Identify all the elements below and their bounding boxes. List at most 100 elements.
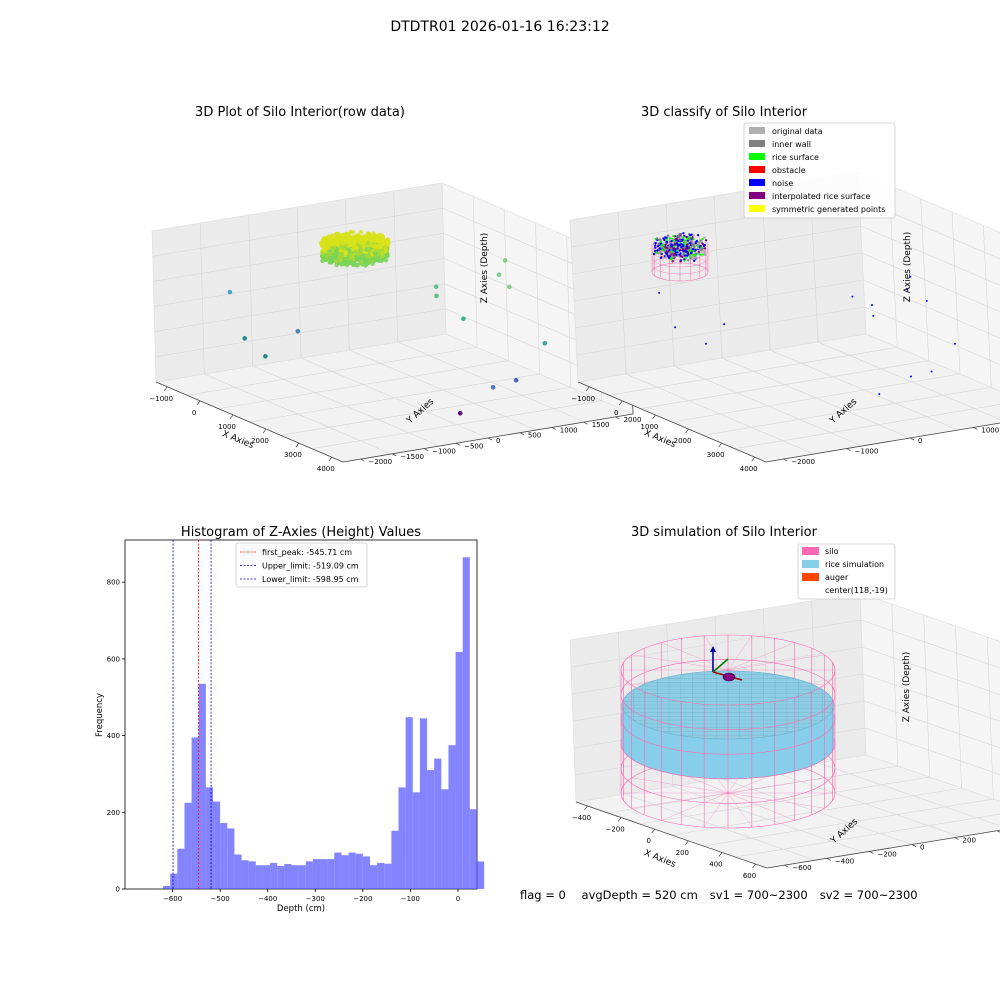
histogram-vlines bbox=[172, 540, 212, 889]
classified-point bbox=[690, 251, 693, 255]
legend-swatch bbox=[802, 547, 819, 555]
panel4-x-tick-mark bbox=[685, 840, 689, 846]
classified-point bbox=[681, 247, 684, 251]
classified-point bbox=[684, 247, 687, 251]
classified-point bbox=[657, 250, 661, 254]
histogram-bar bbox=[391, 830, 399, 889]
noise-point bbox=[723, 323, 726, 326]
flag-text: flag = 0 bbox=[520, 888, 566, 902]
panel-simulation-3d: 3D simulation of Silo Interior −400 −200 0… bbox=[569, 525, 1000, 880]
panel1-3d-axes bbox=[151, 182, 635, 463]
cluster-point bbox=[352, 239, 357, 244]
panel1-gridline bbox=[152, 207, 630, 289]
histogram-bar bbox=[341, 855, 349, 889]
cluster-point bbox=[370, 243, 375, 249]
classified-point bbox=[679, 260, 682, 263]
histogram-bar bbox=[198, 683, 206, 889]
x-tick-label: −600 bbox=[163, 895, 182, 903]
noise-point bbox=[658, 291, 661, 294]
histogram-bars bbox=[163, 557, 485, 889]
panel2-x-tick-label: 3000 bbox=[707, 451, 725, 459]
classified-point bbox=[661, 255, 665, 258]
classified-point bbox=[701, 253, 704, 256]
panel1-x-axis-line bbox=[155, 381, 344, 463]
panel2-x-axis-line bbox=[577, 381, 767, 463]
center-marker bbox=[722, 672, 736, 682]
panel2-x-tick-mark bbox=[685, 428, 689, 434]
silo-ring-front bbox=[620, 792, 836, 829]
classified-point bbox=[670, 240, 673, 243]
panel4-x-tick-mark bbox=[718, 852, 723, 857]
panel1-x-tick-label: 0 bbox=[192, 409, 196, 417]
cluster-point bbox=[350, 256, 356, 262]
classified-point bbox=[682, 252, 685, 256]
classified-point bbox=[703, 236, 706, 239]
cluster-point bbox=[326, 251, 331, 256]
histogram-bar bbox=[291, 865, 299, 889]
cluster-point bbox=[342, 238, 348, 243]
sv2-text: sv2 = 700~2300 bbox=[819, 888, 918, 902]
histogram-bar bbox=[327, 859, 335, 889]
panel4-x-tick-label: 600 bbox=[743, 872, 756, 880]
panel4-y-tick-mark bbox=[784, 864, 789, 868]
panel2-x-label: X Axies bbox=[642, 428, 677, 450]
classified-point bbox=[682, 232, 685, 235]
cluster-point bbox=[365, 254, 370, 259]
silo-spoke bbox=[704, 792, 729, 828]
classified-point bbox=[674, 240, 677, 244]
histogram-bar bbox=[477, 861, 485, 889]
panel2-gridline bbox=[734, 404, 1000, 449]
cluster-point bbox=[343, 251, 348, 256]
cluster-point bbox=[339, 248, 344, 253]
panel1-y-tick-mark bbox=[392, 453, 397, 457]
legend-label: obstacle bbox=[772, 166, 806, 175]
x-tick-label: −400 bbox=[258, 895, 277, 903]
panel1-y-tick-label: 0 bbox=[496, 437, 500, 445]
classified-point bbox=[702, 244, 706, 248]
classified-point bbox=[668, 249, 671, 252]
panel1-x-tick-label: 2000 bbox=[251, 437, 269, 445]
histogram-y-label: Frequency bbox=[95, 693, 105, 737]
classified-point bbox=[684, 256, 687, 260]
histogram-bar bbox=[405, 717, 413, 889]
panel4-y-tick-label: −600 bbox=[792, 864, 811, 872]
scatter-point bbox=[434, 293, 439, 299]
classified-point bbox=[692, 233, 695, 237]
panel1-y-tick-mark bbox=[360, 458, 365, 462]
histogram-bar bbox=[348, 852, 356, 889]
panel2-x-tick-label: 1000 bbox=[641, 423, 659, 431]
panel4-legend: silo rice simulation auger center(118,-19) bbox=[797, 543, 896, 600]
panel1-y-tick-label: 1500 bbox=[592, 421, 610, 429]
panel1-title: 3D Plot of Silo Interior(row data) bbox=[195, 105, 405, 120]
classified-point bbox=[665, 240, 668, 244]
classified-point bbox=[692, 247, 695, 251]
classified-point bbox=[681, 238, 684, 241]
classified-point bbox=[701, 237, 704, 241]
classified-point bbox=[687, 247, 690, 250]
panel2-legend: original data inner wall rice surface obsta… bbox=[743, 122, 896, 219]
panel2-title: 3D classify of Silo Interior bbox=[641, 105, 808, 120]
classified-point bbox=[703, 247, 707, 250]
histogram-bar bbox=[255, 865, 263, 889]
silo-spoke bbox=[727, 642, 795, 671]
legend-swatch bbox=[749, 166, 765, 173]
silo-spoke bbox=[727, 792, 825, 809]
panel2-x-tick-label: 4000 bbox=[740, 465, 758, 473]
panel4-z-label: Z Axies (Depth) bbox=[902, 652, 912, 723]
classified-point bbox=[693, 251, 697, 254]
panel1-y-tick-label: 1000 bbox=[560, 426, 578, 434]
panel1-y-tick-label: −2000 bbox=[368, 458, 392, 466]
panel4-x-tick-label: 400 bbox=[709, 860, 722, 868]
panel1-x-tick-mark bbox=[262, 428, 267, 434]
cluster-point bbox=[384, 253, 390, 258]
panel2-x-tick-label: 0 bbox=[614, 409, 618, 417]
noise-point bbox=[705, 342, 707, 345]
classified-point bbox=[690, 240, 693, 243]
panel2-x-tick-mark bbox=[718, 442, 722, 448]
classified-point bbox=[664, 243, 667, 247]
histogram-bar bbox=[277, 865, 285, 889]
histogram-bar bbox=[305, 861, 313, 889]
classified-point bbox=[688, 238, 691, 241]
classified-point bbox=[678, 243, 681, 247]
classified-point bbox=[656, 237, 659, 240]
